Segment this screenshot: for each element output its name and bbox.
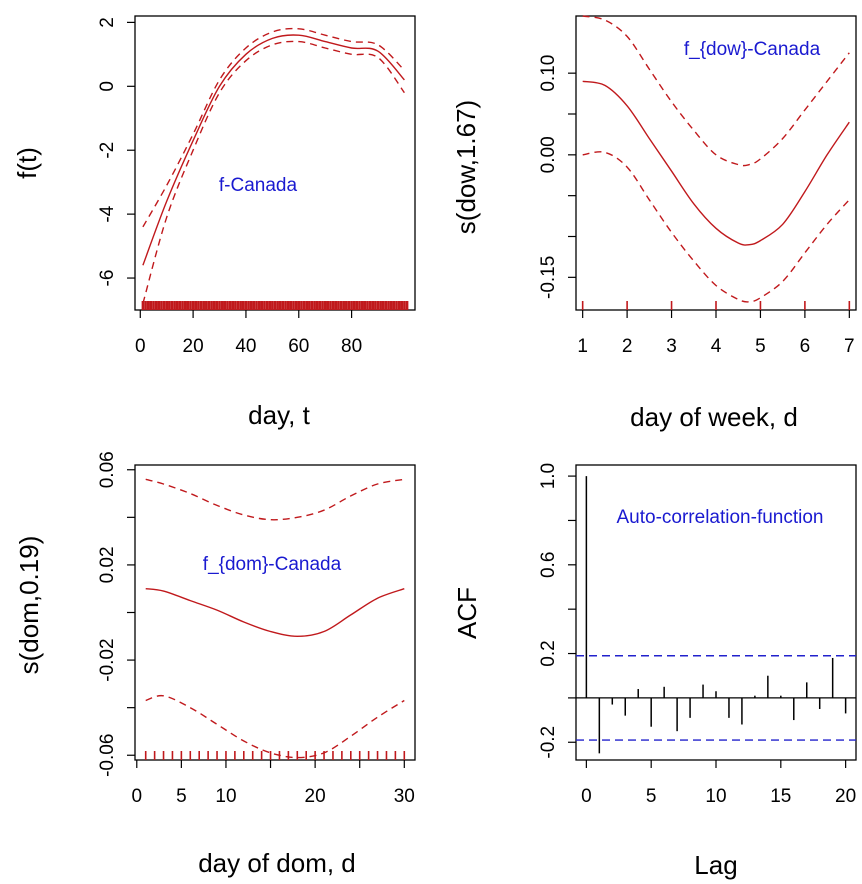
annotation-acf: Auto-correlation-function (617, 507, 824, 528)
plot-area-f-time: 0 20 40 60 80 -6 -4 -2 0 2 (97, 15, 416, 357)
x-tick-label: 20 (305, 786, 326, 807)
x-tick-label: 5 (646, 786, 657, 807)
series-line-upper-bound (145, 478, 405, 521)
y-tick-label: -6 (97, 270, 118, 287)
y-tick-label: 0.6 (538, 552, 559, 578)
x-axis-label-day-of-dom: day of dom, d (198, 848, 356, 878)
x-tick-label: 10 (215, 786, 236, 807)
y-tick-label: 0 (97, 81, 118, 92)
y-tick-label: 0.2 (538, 640, 559, 666)
annotation-f-dow-canada: f_{dow}-Canada (684, 39, 821, 60)
plot-frame (134, 15, 416, 311)
x-axis-label-day-t: day, t (248, 400, 310, 430)
y-tick-label: 1.0 (538, 463, 559, 489)
panel-s-dow: 1 2 3 4 5 6 7 -0.15 0.00 0.10 f_{dow}-Canada day … (451, 15, 857, 432)
x-tick-label: 1 (577, 336, 588, 357)
x-axis-label-day-of-week: day of week, d (630, 402, 798, 432)
series-line-upper-bound (142, 27, 405, 228)
y-axis-label-s-dom: s(dom,0.19) (14, 536, 44, 675)
annotation-f-dom-canada: f_{dom}-Canada (203, 554, 342, 575)
x-tick-label: 4 (711, 336, 722, 357)
series-line-estimate (145, 588, 405, 638)
panel-f-time: 0 20 40 60 80 -6 -4 -2 0 2 f-Canada day, t f(t) (12, 15, 416, 430)
y-tick-label: 0.00 (538, 136, 559, 173)
x-tick-label: 0 (135, 336, 146, 357)
x-tick-label: 6 (800, 336, 811, 357)
y-tick-label: -0.06 (97, 734, 118, 777)
panel-acf: 0 5 10 15 20 -0.2 0.2 0.6 1.0 Auto-correlation-f… (452, 463, 857, 880)
x-tick-label: 0 (581, 786, 592, 807)
x-tick-label: 10 (705, 786, 726, 807)
x-axis-label-lag: Lag (694, 850, 737, 880)
series-line-lower-bound (145, 694, 405, 759)
y-axis-label-acf: ACF (452, 587, 482, 639)
y-tick-label: -0.15 (538, 256, 559, 299)
plot-frame (134, 464, 416, 761)
x-tick-label: 80 (341, 336, 362, 357)
series-line-upper-bound (582, 15, 850, 167)
x-tick-label: 20 (183, 336, 204, 357)
x-tick-label: 5 (176, 786, 187, 807)
y-tick-label: 0.06 (97, 451, 118, 488)
x-tick-label: 40 (235, 336, 256, 357)
y-tick-label: -4 (97, 205, 118, 222)
panel-s-dom: 0 5 10 20 30 -0.06 -0.02 0.02 0.06 f_{dom}-Canad… (14, 451, 416, 878)
x-tick-label: 20 (835, 786, 856, 807)
y-axis-label-s-dow: s(dow,1.67) (451, 100, 481, 234)
plot-area-s-dom: 0 5 10 20 30 -0.06 -0.02 0.02 0.06 (97, 451, 416, 807)
y-tick-label: 2 (97, 17, 118, 28)
y-tick-label: -2 (97, 142, 118, 159)
plot-frame (575, 15, 857, 311)
annotation-f-canada: f-Canada (219, 175, 298, 196)
y-axis-label-f-t: f(t) (12, 147, 42, 179)
x-tick-label: 7 (844, 336, 855, 357)
series-line-lower-bound (582, 151, 850, 303)
x-tick-label: 5 (755, 336, 766, 357)
plot-area-acf: 0 5 10 15 20 -0.2 0.2 0.6 1.0 (538, 463, 857, 807)
plot-area-s-dow: 1 2 3 4 5 6 7 -0.15 0.00 0.10 (538, 15, 857, 357)
x-tick-label: 2 (622, 336, 633, 357)
series-line-estimate (582, 80, 850, 246)
series-line-estimate (142, 34, 405, 266)
y-tick-label: -0.2 (538, 726, 559, 759)
y-tick-label: -0.02 (97, 638, 118, 681)
y-tick-label: 0.02 (97, 546, 118, 583)
x-tick-label: 60 (288, 336, 309, 357)
series-line-lower-bound (142, 40, 405, 304)
x-tick-label: 3 (666, 336, 677, 357)
y-tick-label: 0.10 (538, 55, 559, 92)
x-tick-label: 30 (394, 786, 415, 807)
x-tick-label: 15 (770, 786, 791, 807)
x-tick-label: 0 (131, 786, 142, 807)
